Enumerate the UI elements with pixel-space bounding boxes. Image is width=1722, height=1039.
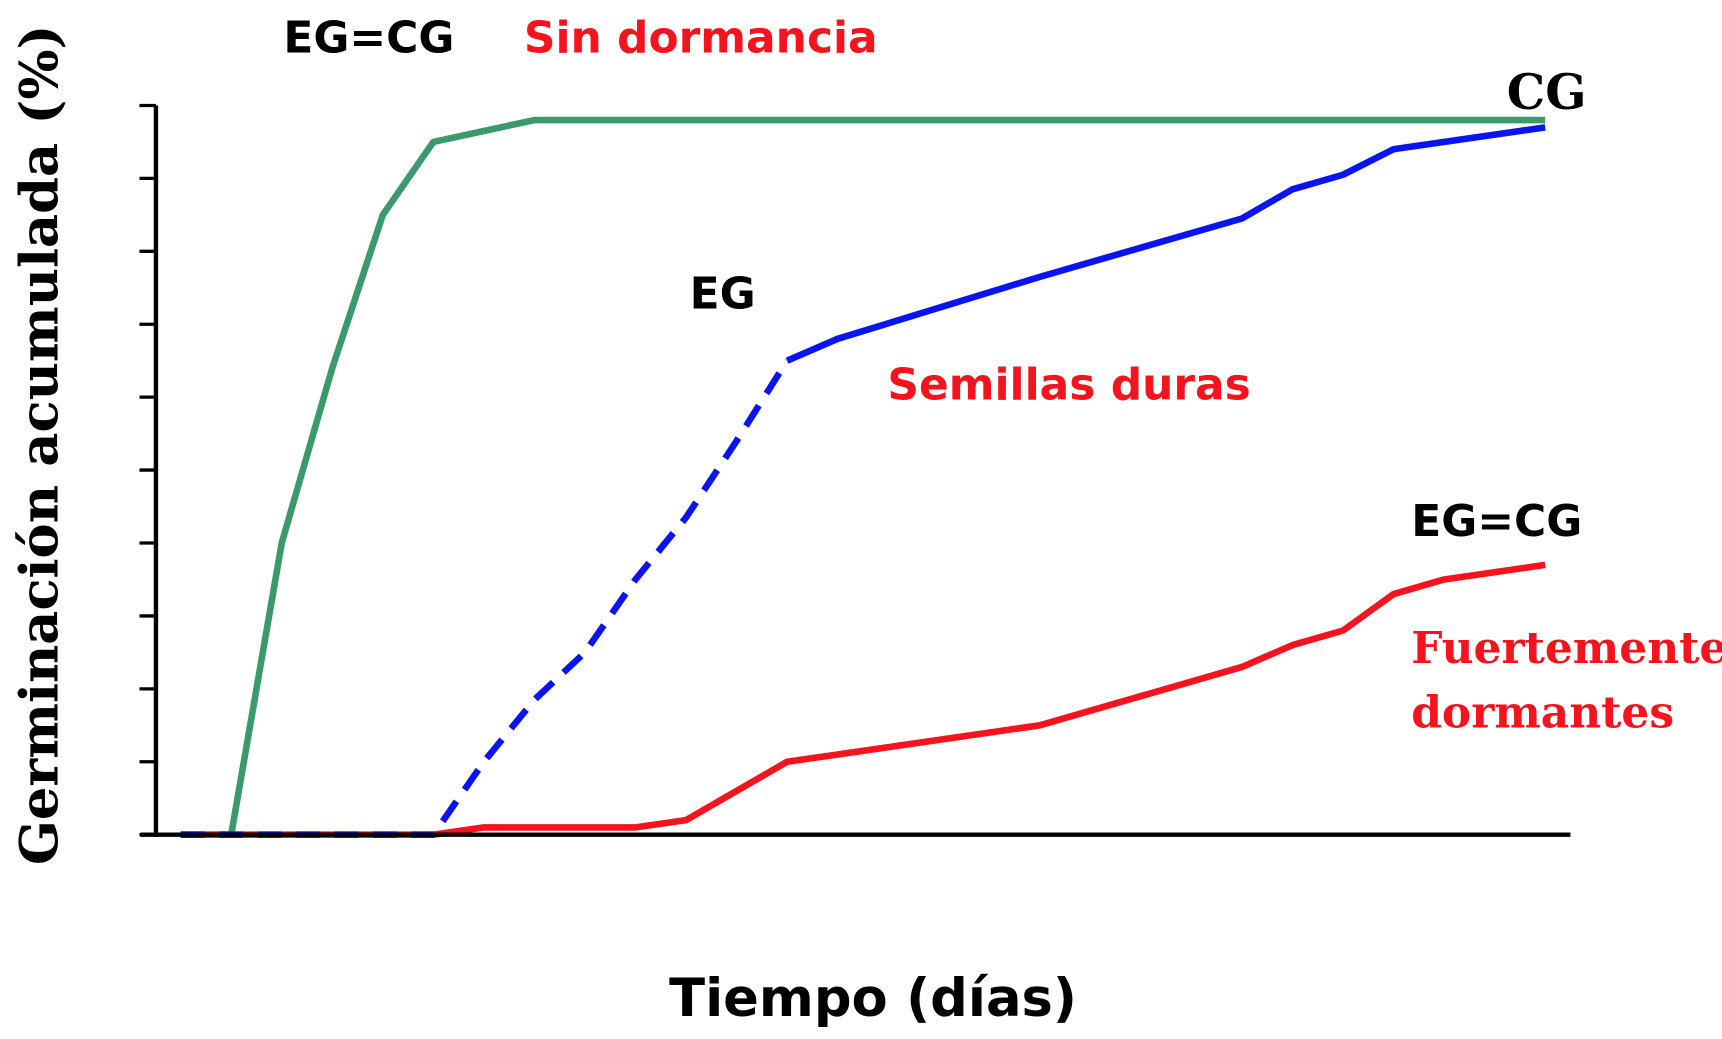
series-line xyxy=(785,124,1546,364)
annotation: Semillas duras xyxy=(887,360,1250,411)
annotation: EG xyxy=(690,269,756,320)
annotation: EG=CG xyxy=(283,13,454,64)
y-axis-label: Germinación acumulada (%) xyxy=(9,25,70,866)
annotation: Sin dormancia xyxy=(524,13,878,64)
series-line xyxy=(180,561,1546,838)
series-line xyxy=(180,358,790,838)
series-line xyxy=(180,116,1546,838)
annotation: Fuertemente xyxy=(1411,623,1722,674)
annotation: dormantes xyxy=(1411,688,1674,739)
annotation: CG xyxy=(1507,65,1587,121)
x-axis-label: Tiempo (días) xyxy=(669,968,1077,1029)
annotation: EG=CG xyxy=(1411,496,1582,547)
